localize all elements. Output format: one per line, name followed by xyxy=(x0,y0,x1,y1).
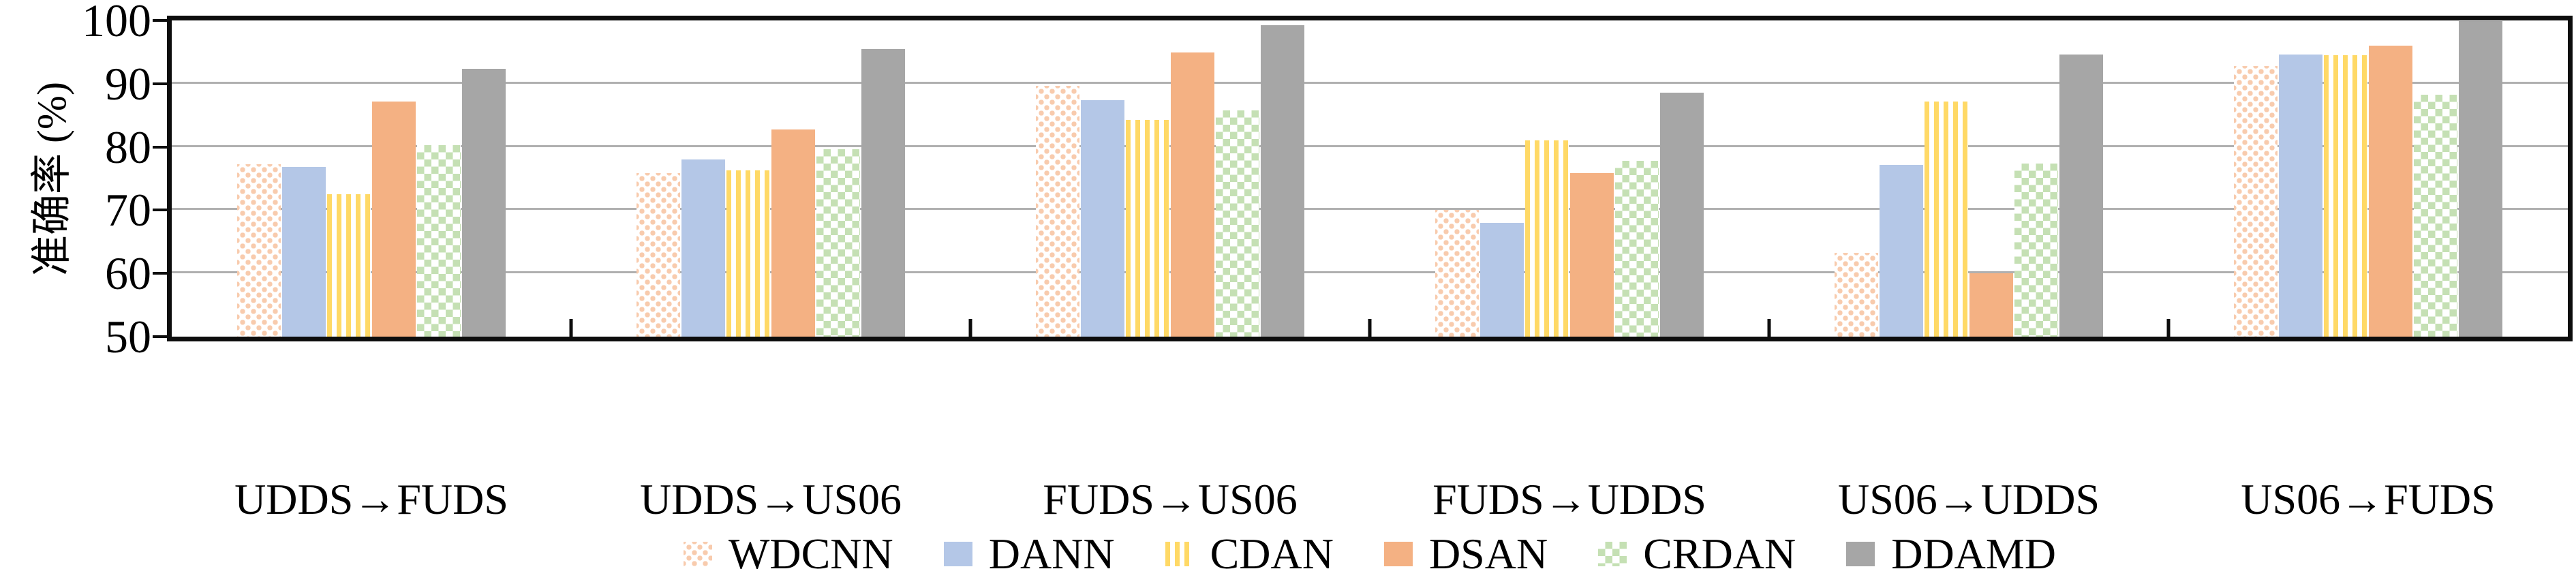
bar-cdan-0 xyxy=(327,194,371,337)
bar-wdcnn-4 xyxy=(1835,252,1878,337)
bar-cdan-4 xyxy=(1925,101,1968,337)
bar-wdcnn-5 xyxy=(2234,65,2278,337)
legend-label-dsan: DSAN xyxy=(1428,529,1548,578)
bar-group-1 xyxy=(571,20,970,337)
category-label-0: UDDS→FUDS xyxy=(234,475,508,523)
legend-label-dann: DANN xyxy=(988,529,1115,578)
y-tick-label-60: 60 xyxy=(105,247,151,300)
bar-cdan-3 xyxy=(1525,140,1569,337)
y-tick-mark-50 xyxy=(153,335,172,338)
y-tick-label-70: 70 xyxy=(105,184,151,236)
bar-dsan-2 xyxy=(1171,52,1214,337)
bar-wdcnn-0 xyxy=(237,164,281,337)
y-tick-mark-100 xyxy=(153,19,172,22)
y-tick-label-50: 50 xyxy=(105,311,151,363)
bar-crdan-5 xyxy=(2414,94,2457,337)
legend-item-wdcnn: WDCNN xyxy=(683,529,893,579)
x-tick-3 xyxy=(1368,319,1372,337)
legend-item-dann: DANN xyxy=(943,529,1115,579)
bar-groups xyxy=(172,20,2568,337)
bar-group-5 xyxy=(2168,20,2568,337)
bar-crdan-4 xyxy=(2014,163,2058,337)
bar-wdcnn-2 xyxy=(1036,85,1079,337)
legend-item-ddamd: DDAMD xyxy=(1846,529,2056,579)
gridline-70 xyxy=(172,208,2568,211)
category-label-2: FUDS→US06 xyxy=(1043,475,1298,523)
bar-crdan-1 xyxy=(816,149,860,337)
legend: WDCNN DANN CDAN DSAN CRDAN DDAMD xyxy=(172,529,2568,579)
bar-wdcnn-1 xyxy=(637,172,680,337)
legend-label-cdan: CDAN xyxy=(1210,529,1334,578)
plot-area xyxy=(167,16,2573,341)
bar-dann-0 xyxy=(282,167,326,337)
bar-ddamd-2 xyxy=(1261,25,1304,337)
bar-wdcnn-3 xyxy=(1435,210,1479,337)
x-tick-1 xyxy=(569,319,573,337)
legend-item-dsan: DSAN xyxy=(1383,529,1548,579)
legend-swatch-dann xyxy=(943,542,972,566)
category-label-4: US06→UDDS xyxy=(1837,475,2100,523)
y-tick-mark-60 xyxy=(153,272,172,275)
legend-label-wdcnn: WDCNN xyxy=(728,529,893,578)
bar-dann-1 xyxy=(681,159,725,337)
bar-dann-5 xyxy=(2279,55,2322,337)
bar-cdan-2 xyxy=(1126,119,1169,337)
category-label-3: FUDS→UDDS xyxy=(1432,475,1706,523)
y-tick-label-100: 100 xyxy=(82,0,151,46)
y-tick-mark-90 xyxy=(153,82,172,85)
x-tick-5 xyxy=(2166,319,2171,337)
bar-ddamd-5 xyxy=(2459,20,2502,337)
legend-swatch-wdcnn xyxy=(683,542,712,566)
bar-ddamd-3 xyxy=(1660,92,1704,337)
bar-dsan-0 xyxy=(372,101,416,337)
bar-cdan-5 xyxy=(2324,55,2367,337)
legend-item-cdan: CDAN xyxy=(1165,529,1334,579)
legend-swatch-dsan xyxy=(1383,542,1413,566)
bar-dsan-3 xyxy=(1570,172,1614,337)
legend-label-ddamd: DDAMD xyxy=(1891,529,2057,578)
y-tick-label-90: 90 xyxy=(105,57,151,110)
legend-label-crdan: CRDAN xyxy=(1643,529,1796,578)
gridline-60 xyxy=(172,271,2568,274)
bar-dsan-5 xyxy=(2369,46,2412,337)
y-tick-mark-80 xyxy=(153,145,172,149)
legend-swatch-cdan xyxy=(1165,542,1194,566)
legend-swatch-ddamd xyxy=(1846,542,1875,566)
bar-dann-3 xyxy=(1480,222,1524,337)
bar-dann-4 xyxy=(1880,164,1923,337)
y-tick-mark-70 xyxy=(153,209,172,212)
bar-dsan-4 xyxy=(1969,273,2013,337)
bar-ddamd-1 xyxy=(861,48,905,337)
bar-group-2 xyxy=(970,20,1370,337)
gridline-90 xyxy=(172,81,2568,84)
y-tick-label-80: 80 xyxy=(105,121,151,173)
bar-group-4 xyxy=(1769,20,2168,337)
legend-item-crdan: CRDAN xyxy=(1598,529,1796,579)
legend-swatch-crdan xyxy=(1598,542,1627,566)
bar-crdan-3 xyxy=(1615,161,1659,337)
bar-dsan-1 xyxy=(771,129,815,337)
category-label-5: US06→FUDS xyxy=(2241,475,2496,523)
bar-group-0 xyxy=(172,20,571,337)
bar-cdan-1 xyxy=(726,170,770,337)
bar-ddamd-0 xyxy=(462,69,506,337)
bar-crdan-0 xyxy=(417,144,461,337)
x-tick-4 xyxy=(1767,319,1771,337)
bar-ddamd-4 xyxy=(2059,55,2103,337)
category-label-1: UDDS→US06 xyxy=(639,475,902,523)
gridline-80 xyxy=(172,144,2568,147)
x-tick-2 xyxy=(968,319,972,337)
bar-crdan-2 xyxy=(1216,110,1259,337)
bar-group-3 xyxy=(1370,20,1769,337)
category-labels: UDDS→FUDS UDDS→US06 FUDS→US06 FUDS→UDDS US06… xyxy=(172,475,2568,523)
bar-dann-2 xyxy=(1081,99,1124,337)
